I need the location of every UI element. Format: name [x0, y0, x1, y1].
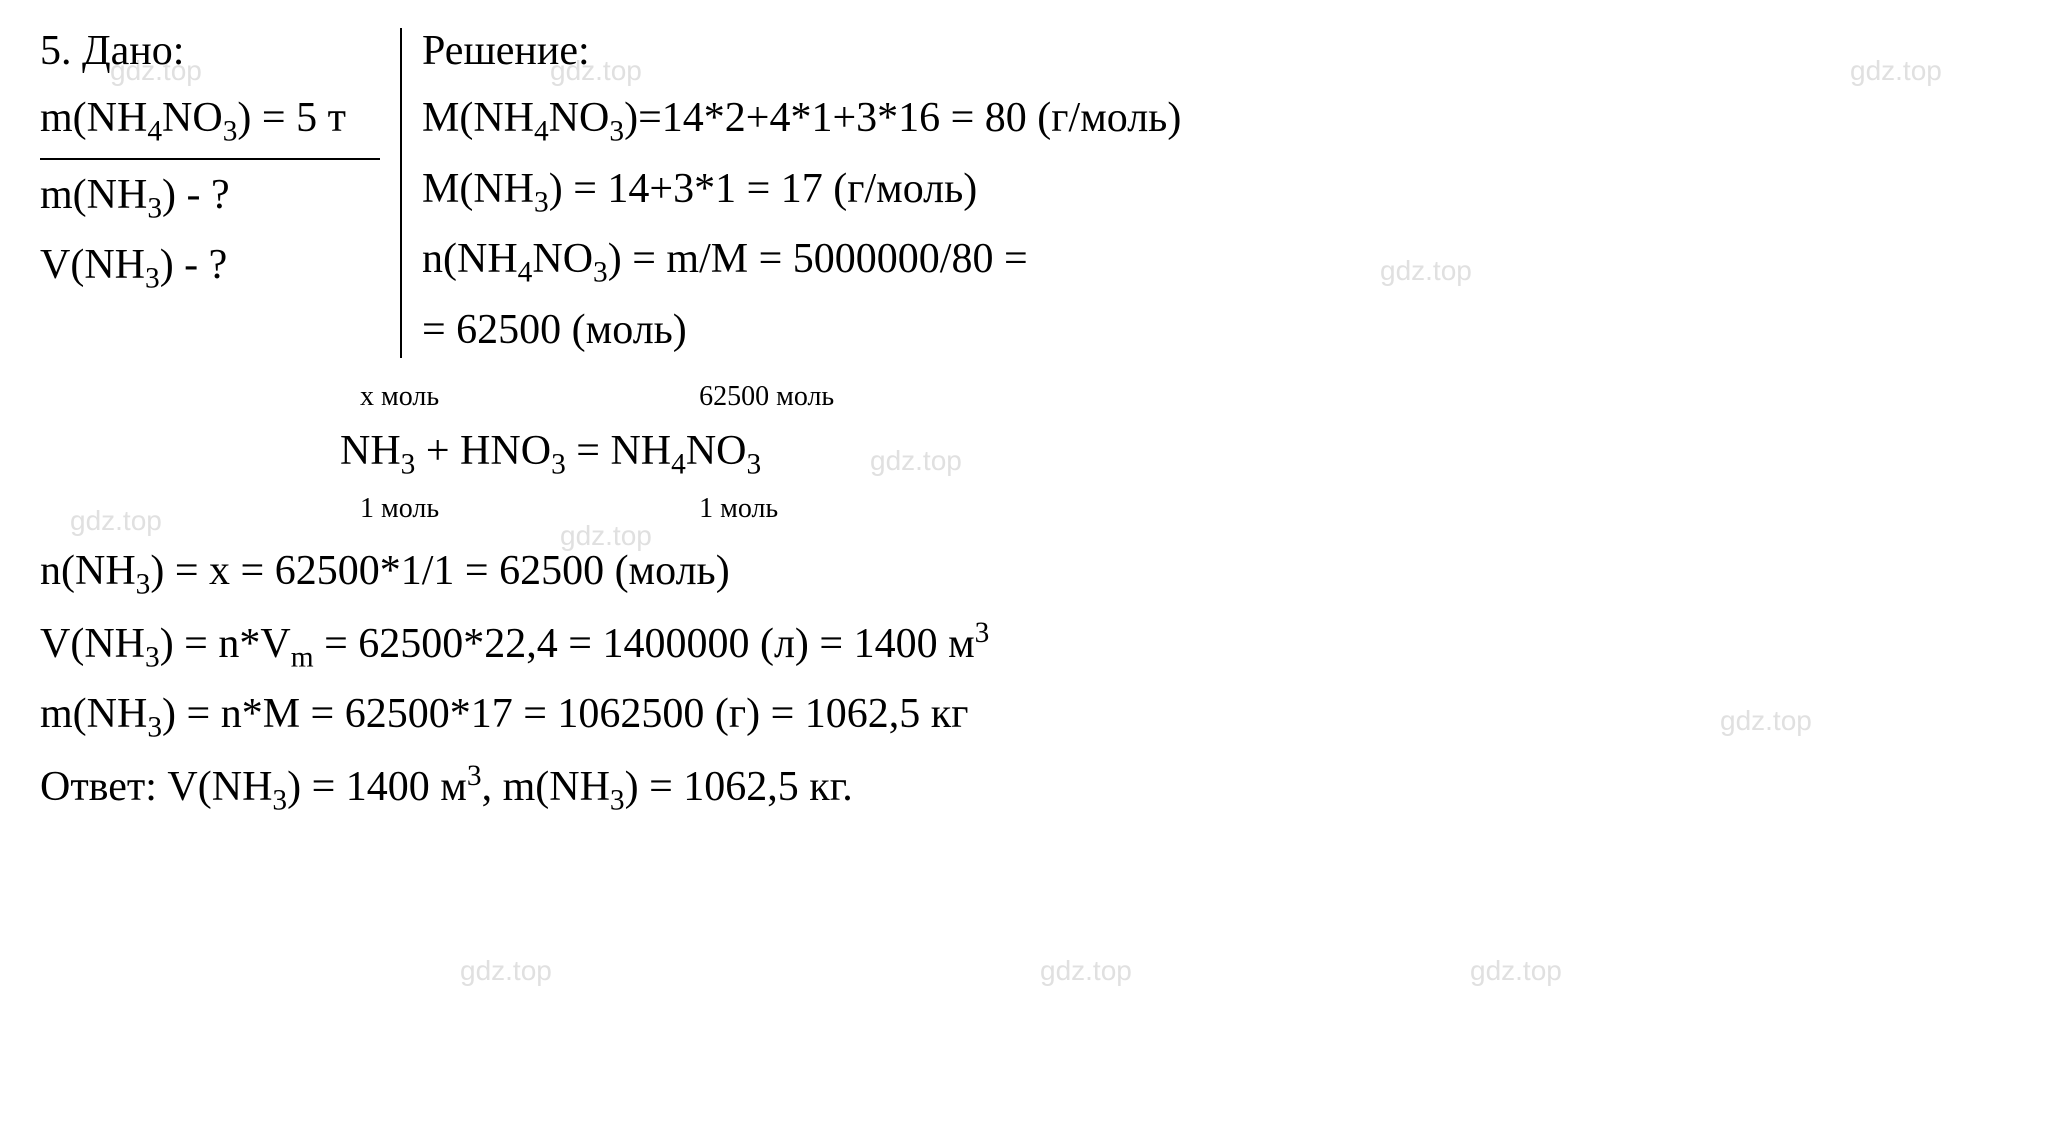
given-title: Дано: — [82, 28, 184, 74]
given-section: 5. Дано: m(NH4NO3) = 5 т m(NH3) - ? V(NH… — [40, 20, 400, 366]
moles-salt-1: n(NH4NO3) = m/M = 5000000/80 = — [422, 228, 2014, 295]
eq-bottom-left: 1 моль — [360, 488, 439, 530]
equation-main: NH3 + HNO3 = NH4NO3 — [340, 420, 2014, 487]
moles-salt-2: = 62500 (моль) — [422, 299, 2014, 362]
equation-block: х моль 62500 моль NH3 + HNO3 = NH4NO3 1 … — [340, 376, 2014, 531]
problem-content: 5. Дано: m(NH4NO3) = 5 т m(NH3) - ? V(NH… — [40, 20, 2014, 822]
problem-number: 5. — [40, 28, 72, 74]
top-section: 5. Дано: m(NH4NO3) = 5 т m(NH3) - ? V(NH… — [40, 20, 2014, 366]
calc-moles-nh3: n(NH3) = x = 62500*1/1 = 62500 (моль) — [40, 540, 2014, 607]
molar-mass-ammonia: M(NH3) = 14+3*1 = 17 (г/моль) — [422, 158, 2014, 225]
find-mass: m(NH3) - ? — [40, 164, 380, 231]
watermark: gdz.top — [460, 950, 552, 992]
eq-bottom-right: 1 моль — [699, 488, 778, 530]
find-volume: V(NH3) - ? — [40, 234, 380, 301]
equation-bottom-annotation: 1 моль 1 моль — [340, 488, 2014, 530]
equation-top-annotation: х моль 62500 моль — [340, 376, 2014, 418]
answer-line: Ответ: V(NH3) = 1400 м3, m(NH3) = 1062,5… — [40, 754, 2014, 823]
watermark: gdz.top — [1040, 950, 1132, 992]
given-mass-salt: m(NH4NO3) = 5 т — [40, 87, 380, 160]
find-volume-text: V(NH3) - ? — [40, 242, 227, 288]
calc-mass-nh3: m(NH3) = n*M = 62500*17 = 1062500 (г) = … — [40, 683, 2014, 750]
solution-title: Решение: — [422, 20, 2014, 83]
calc-volume-nh3: V(NH3) = n*Vm = 62500*22,4 = 1400000 (л)… — [40, 611, 2014, 680]
solution-section: Решение: M(NH4NO3)=14*2+4*1+3*16 = 80 (г… — [402, 20, 2014, 366]
eq-top-left: х моль — [360, 376, 439, 418]
find-mass-text: m(NH3) - ? — [40, 172, 230, 218]
given-mass-salt-text: m(NH4NO3) = 5 т — [40, 95, 346, 141]
bottom-section: n(NH3) = x = 62500*1/1 = 62500 (моль) V(… — [40, 540, 2014, 822]
watermark: gdz.top — [1470, 950, 1562, 992]
eq-top-right: 62500 моль — [699, 376, 834, 418]
problem-number-line: 5. Дано: — [40, 20, 380, 83]
molar-mass-salt: M(NH4NO3)=14*2+4*1+3*16 = 80 (г/моль) — [422, 87, 2014, 154]
